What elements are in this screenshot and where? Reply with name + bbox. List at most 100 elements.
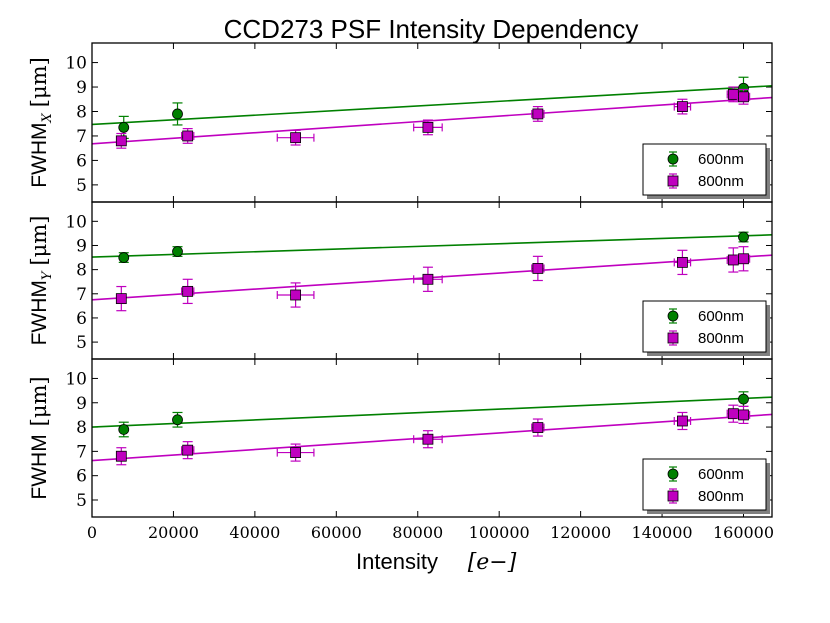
panel-data bbox=[92, 231, 772, 312]
data-point-600nm bbox=[118, 115, 130, 139]
marker-square bbox=[422, 121, 434, 133]
legend-box bbox=[642, 300, 767, 353]
marker-circle bbox=[172, 414, 183, 426]
panel-data bbox=[92, 76, 772, 149]
legend-label: 600nm bbox=[698, 466, 744, 483]
y-axis-label: FWHM [μm] bbox=[27, 376, 51, 499]
legend-label: 800nm bbox=[698, 173, 744, 190]
data-point-600nm bbox=[118, 252, 130, 263]
x-axis-label: Intensity bbox=[356, 549, 438, 574]
legend-marker-circle bbox=[667, 310, 679, 322]
marker-circle bbox=[118, 252, 130, 263]
marker-circle bbox=[118, 424, 130, 435]
y-tick-label: 8 bbox=[76, 261, 87, 281]
data-point-800nm bbox=[276, 129, 315, 146]
marker-square bbox=[115, 135, 127, 147]
legend-label: 600nm bbox=[698, 151, 744, 168]
data-point-600nm bbox=[738, 391, 749, 407]
x-tick-label: 60000 bbox=[311, 523, 362, 542]
marker-square bbox=[290, 447, 301, 458]
x-tick-label: 20000 bbox=[148, 523, 199, 542]
marker-circle bbox=[172, 108, 183, 120]
legend: 600nm 800nm bbox=[642, 143, 770, 199]
y-tick-label: 10 bbox=[65, 54, 87, 74]
data-point-600nm bbox=[738, 231, 749, 243]
marker-square bbox=[115, 293, 127, 305]
legend: 600nm 800nm bbox=[642, 300, 770, 356]
data-point-800nm bbox=[673, 411, 692, 431]
legend-label: 800nm bbox=[698, 488, 744, 505]
data-point-800nm bbox=[531, 255, 545, 282]
marker-square bbox=[677, 415, 688, 427]
y-axis-label-sub: Y bbox=[40, 270, 55, 280]
x-tick-label: 160000 bbox=[713, 523, 774, 542]
x-tick-label: 80000 bbox=[392, 523, 443, 542]
data-point-800nm bbox=[115, 285, 127, 312]
y-tick-label: 7 bbox=[76, 285, 87, 305]
y-tick-label: 6 bbox=[76, 151, 87, 171]
marker-square bbox=[115, 450, 127, 462]
marker-square bbox=[738, 253, 749, 265]
data-point-800nm bbox=[276, 282, 315, 308]
marker-square bbox=[677, 256, 688, 268]
legend-label: 800nm bbox=[698, 330, 744, 347]
legend-box bbox=[642, 143, 767, 196]
y-tick-label: 10 bbox=[65, 369, 87, 389]
y-tick-label: 8 bbox=[76, 102, 87, 122]
x-tick-label: 0 bbox=[87, 523, 97, 542]
marker-circle bbox=[172, 246, 183, 257]
marker-square bbox=[422, 433, 434, 445]
y-axis-label-unit: [μm] bbox=[27, 376, 51, 426]
data-point-800nm bbox=[413, 266, 443, 292]
y-tick-label: 8 bbox=[76, 418, 87, 438]
marker-square bbox=[532, 422, 544, 433]
data-point-600nm bbox=[172, 102, 183, 126]
legend-marker-square bbox=[667, 332, 679, 344]
marker-circle bbox=[118, 121, 130, 133]
marker-circle bbox=[738, 231, 749, 243]
series-600nm bbox=[92, 231, 772, 263]
data-point-800nm bbox=[276, 443, 315, 462]
y-axis-label-main: FWHM bbox=[28, 122, 51, 187]
marker-square bbox=[532, 108, 544, 120]
data-point-800nm bbox=[531, 418, 545, 437]
data-point-800nm bbox=[413, 430, 443, 449]
data-point-800nm bbox=[180, 278, 195, 305]
panel-3: 5 6 7 8 9 10 FWHM [μm] 600nm 800nm bbox=[27, 358, 773, 518]
legend-marker-square bbox=[667, 490, 679, 502]
series-800nm bbox=[92, 86, 772, 149]
data-point-800nm bbox=[180, 128, 195, 144]
y-axis-label-unit: [μm] bbox=[27, 57, 51, 107]
marker-square bbox=[182, 285, 194, 297]
data-point-800nm bbox=[736, 88, 751, 105]
x-axis-unit: [e−] bbox=[468, 550, 517, 575]
legend-box bbox=[642, 458, 767, 511]
y-tick-label: 9 bbox=[76, 78, 87, 98]
marker-circle bbox=[738, 393, 749, 405]
data-point-800nm bbox=[180, 441, 195, 460]
marker-square bbox=[677, 101, 688, 112]
legend-label: 600nm bbox=[698, 308, 744, 325]
y-axis-label: FWHMX [μm] bbox=[27, 57, 55, 188]
legend-marker-square bbox=[667, 175, 679, 187]
data-point-800nm bbox=[673, 249, 692, 276]
series-600nm bbox=[92, 76, 772, 139]
y-tick-label: 9 bbox=[76, 236, 87, 256]
y-tick-label: 5 bbox=[76, 176, 87, 196]
data-point-600nm bbox=[118, 421, 130, 438]
data-point-800nm bbox=[115, 447, 127, 466]
y-tick-label: 9 bbox=[76, 394, 87, 414]
series-800nm bbox=[92, 404, 772, 466]
y-tick-label: 5 bbox=[76, 333, 87, 353]
data-point-600nm bbox=[172, 246, 183, 257]
x-tick-label: 100000 bbox=[469, 523, 530, 542]
y-axis-label: FWHMY [μm] bbox=[27, 216, 55, 346]
data-point-600nm bbox=[172, 411, 183, 428]
panel-frame bbox=[91, 358, 773, 518]
x-tick-label: 120000 bbox=[550, 523, 611, 542]
marker-square bbox=[422, 273, 434, 285]
panel-2: 5 6 7 8 9 10 FWHMY [μm] 600nm 800nm bbox=[27, 201, 773, 360]
legend-marker-circle bbox=[667, 468, 679, 480]
data-point-800nm bbox=[673, 98, 692, 115]
